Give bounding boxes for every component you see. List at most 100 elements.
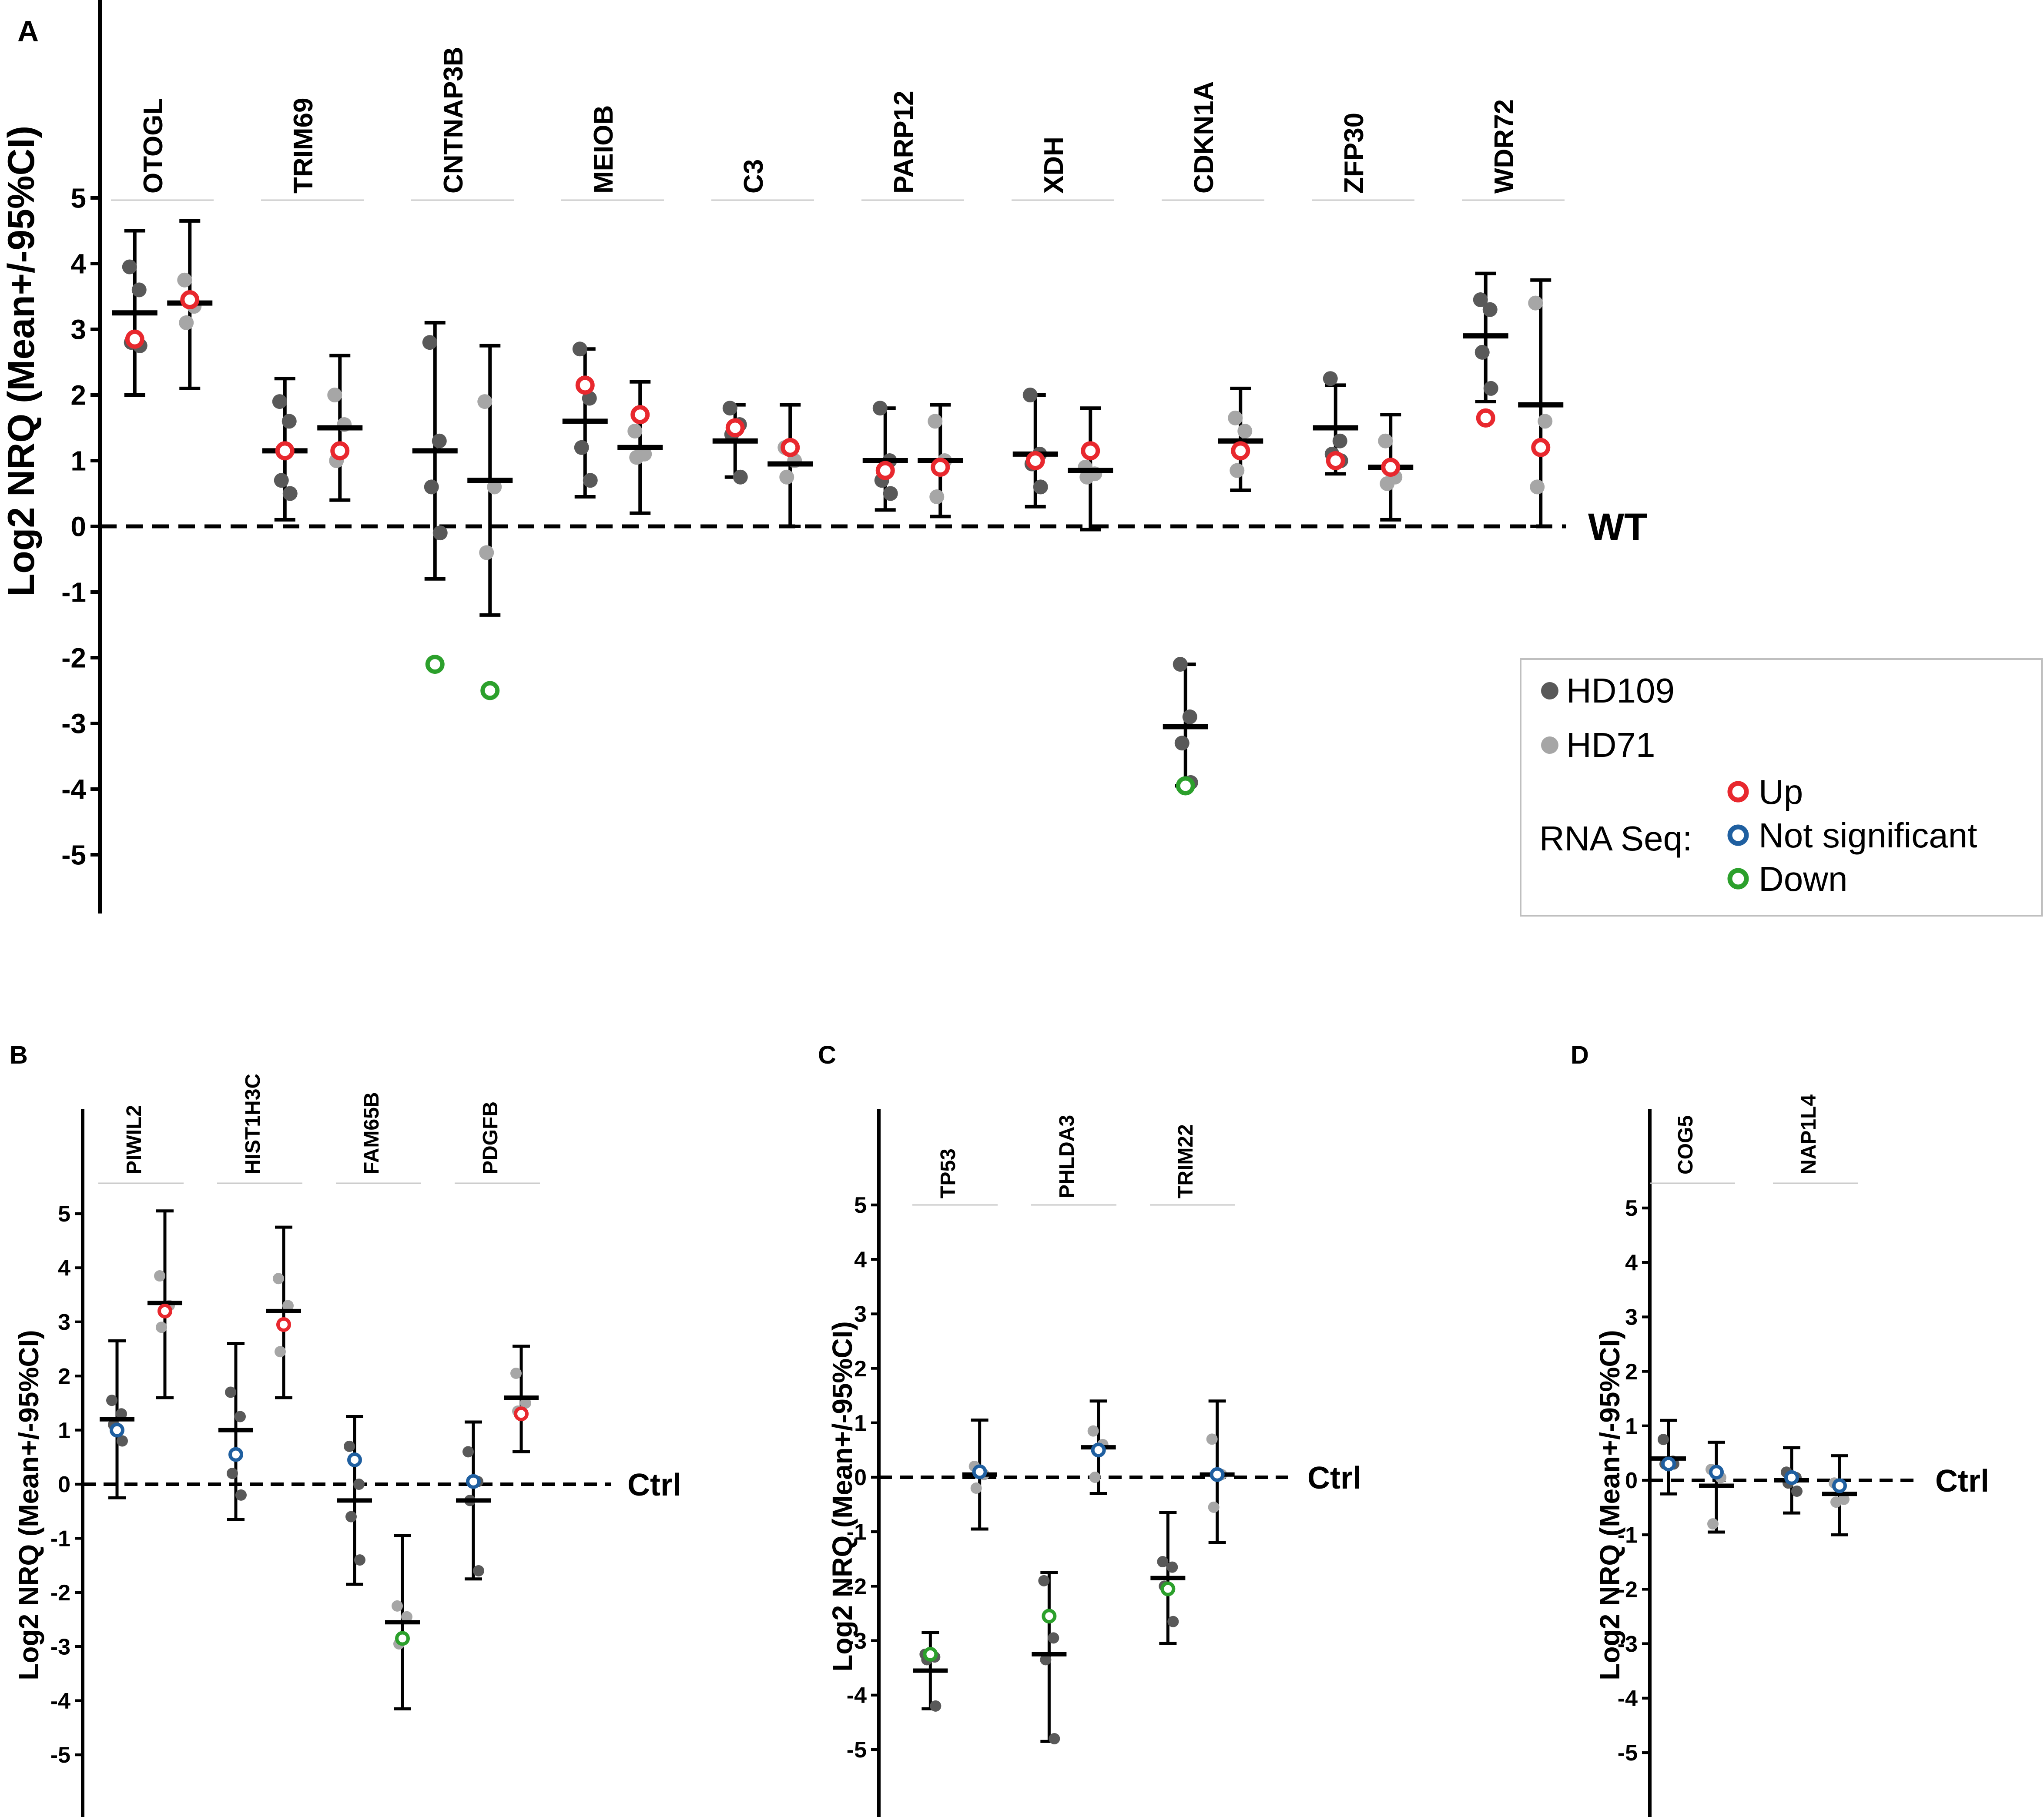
gene-label: CNTNAP3B [439,47,469,194]
y-tick-label: 2 [1625,1359,1638,1385]
y-tick-label: -3 [50,1634,70,1660]
hd109-series [1150,1511,1186,1645]
rna-seq-marker-ns [1784,1470,1799,1485]
panel-letter: D [1571,1041,1589,1069]
rna-seq-marker-ns [1091,1442,1106,1458]
hd71-point [1380,476,1395,491]
hd109-point [106,1395,117,1406]
hd109-series [1313,371,1358,476]
gene-label: TP53 [937,1148,960,1198]
hd109-point [1022,388,1038,402]
legend-box [1520,658,2043,917]
y-tick-label: 0 [1625,1468,1638,1493]
hd109-point [424,479,439,495]
hd71-point [1830,1496,1842,1508]
hd109-point [117,1435,128,1447]
panel-c: C Log2 NRQ (Mean+/-95%CI) 5 4 3 2 1 0 -1 -2 -3 -4 -5… [818,1041,1361,1817]
legend: HD109 HD71 RNA Seq: Up Not significant D… [1520,658,2043,917]
hd109-series [412,321,458,674]
panels: A Log2 NRQ (Mean+/-95%CI) 5 4 3 2 1 0 -1 -2 -3 -4 -5… [0,0,1989,1817]
hd71-point [479,545,494,560]
hd109-point [1048,1632,1059,1644]
rna-seq-marker-down [395,1631,410,1646]
hd109-point [1157,1556,1169,1568]
y-tick-label: 1 [70,445,86,476]
y-tick-label: 2 [70,379,86,411]
gene-label: PHLDA3 [1056,1115,1079,1198]
hd71-point [487,479,502,495]
gene-group-fam65b: FAM65B [336,1092,421,1710]
y-tick-label: 1 [58,1418,70,1443]
gene-group-cntnap3b: CNTNAP3B [411,47,514,700]
hd71-point [1087,1425,1099,1437]
reference-label: WT [1588,505,1648,549]
panel-letter: B [10,1041,28,1069]
rna-seq-marker-up [275,441,295,461]
y-tick-label: -4 [1618,1686,1638,1711]
rna-seq-marker-ns [1210,1467,1225,1482]
gene-group-c3: C3 [711,159,814,528]
y-axis-label: Log2 NRQ (Mean+/-95%CI) [0,126,42,596]
y-tick-label: 2 [58,1364,70,1389]
hd71-series [266,1225,301,1399]
rna-seq-marker-up [276,1317,291,1332]
gene-group-piwil2: PIWIL2 [98,1105,184,1499]
hd109-series [1651,1419,1686,1496]
hd109-point [1173,657,1188,672]
hd71-series [1822,1454,1857,1536]
hd71-series [962,1419,997,1531]
panel-letter: A [17,15,39,48]
rna-seq-marker-up [575,375,595,395]
hd71-point [282,1300,294,1312]
hd71-point [1237,424,1253,439]
hd109-point [722,401,737,416]
gene-label: HIST1H3C [241,1074,265,1175]
hd71-point [627,424,643,439]
y-tick-label: -3 [61,708,86,739]
hd109-point [353,1479,365,1490]
hd109-series [562,341,608,499]
y-tick-label: 1 [854,1411,867,1436]
legend-up-marker [1727,781,1749,803]
rna-seq-marker-up [180,290,200,310]
hd71-point [1707,1518,1719,1530]
hd109-series [913,1631,948,1712]
hd109-series [1012,388,1058,509]
hd71-point [1089,1472,1101,1483]
hd71-point [273,1273,284,1285]
rna-seq-marker-down [425,655,445,674]
hd109-point [583,473,598,488]
hd71-point [177,272,192,288]
rna-seq-marker-up [1081,441,1100,461]
y-tick-label: 0 [70,511,86,542]
gene-group-nap1l4: NAP1L4 [1773,1094,1858,1536]
y-tick-label: -5 [61,839,86,870]
gene-group-parp12: PARP12 [861,90,964,519]
rna-seq-marker-ns [466,1474,481,1489]
hd71-point [327,388,342,402]
gene-group-pdgfb: PDGFB [455,1101,540,1581]
reference-label: Ctrl [1935,1464,1989,1499]
hd109-point [1473,292,1488,308]
gene-label: XDH [1039,137,1069,194]
hd71-series [1699,1440,1734,1534]
hd71-point [929,489,945,505]
gene-group-meiob: MEIOB [561,105,664,515]
rna-seq-marker-up [1531,438,1551,457]
y-tick-label: 3 [1625,1305,1638,1330]
rna-seq-marker-down [1176,776,1195,796]
y-tick-label: 0 [58,1472,70,1497]
rna-seq-marker-ns [1661,1456,1676,1472]
hd71-point [1230,463,1245,478]
y-tick-label: 5 [854,1193,867,1218]
hd109-point [1658,1434,1669,1446]
gene-label: TRIM69 [288,98,318,194]
hd71-point [1378,433,1393,448]
y-axis-label: Log2 NRQ (Mean+/-95%CI) [827,1321,858,1671]
hd71-point [1228,410,1243,425]
legend-down-marker [1727,868,1749,890]
rna-seq-marker-ns [110,1422,124,1438]
hd71-point [1530,479,1545,495]
hd109-point [1040,1654,1052,1666]
